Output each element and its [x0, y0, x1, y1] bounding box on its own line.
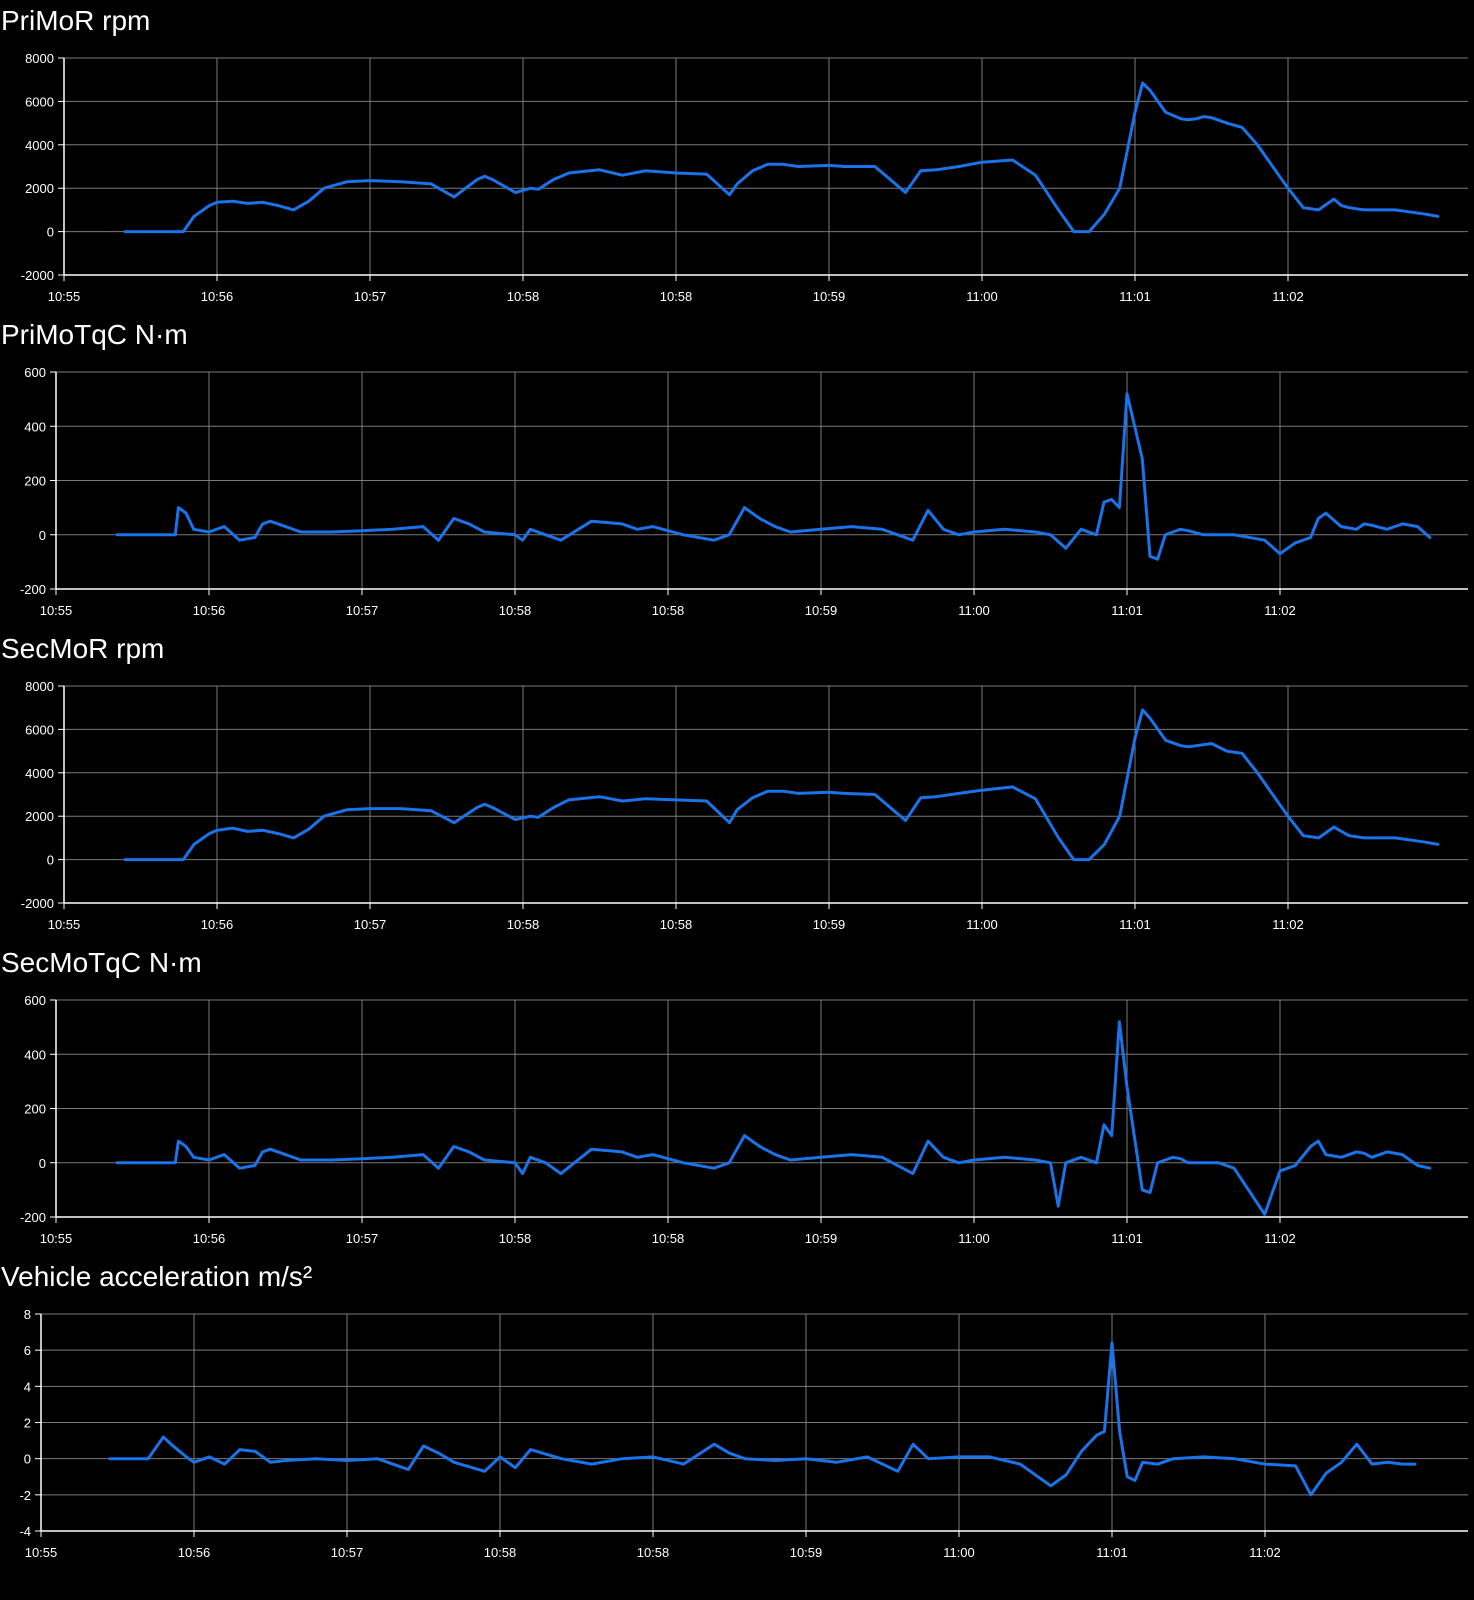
x-tick-label: 10:57 — [331, 1545, 364, 1560]
y-tick-label: 200 — [24, 474, 46, 489]
x-tick-label: 10:57 — [346, 603, 379, 618]
y-tick-label: 6000 — [25, 722, 54, 737]
x-tick-label: 11:00 — [958, 1231, 990, 1246]
x-tick-label: 11:00 — [966, 289, 998, 304]
y-tick-label: 6 — [24, 1343, 31, 1358]
x-tick-label: 10:59 — [813, 289, 846, 304]
x-tick-label: 11:02 — [1264, 1231, 1296, 1246]
x-tick-label: 10:58 — [660, 917, 693, 932]
x-tick-label: 11:00 — [943, 1545, 975, 1560]
x-tick-label: 10:58 — [652, 603, 685, 618]
chart-panel-4: Vehicle acceleration m/s² 8 6 4 2 0 -2 -4 10:55… — [0, 1256, 1474, 1576]
y-tick-label: 0 — [24, 1452, 31, 1467]
x-tick-label: 11:00 — [958, 603, 990, 618]
chart-plot: 8000 6000 4000 2000 0 -2000 10:55 10:56 10:57 10:… — [21, 679, 1468, 932]
y-tick-label: 8000 — [25, 679, 54, 694]
chart-title: Vehicle acceleration m/s² — [1, 1261, 313, 1292]
y-tick-label: -200 — [20, 582, 46, 597]
x-tick-label: 11:02 — [1249, 1545, 1281, 1560]
y-tick-label: 400 — [24, 1047, 46, 1062]
y-tick-label: 600 — [24, 993, 46, 1008]
y-tick-label: 4000 — [25, 138, 54, 153]
x-tick-label: 10:55 — [40, 1231, 73, 1246]
x-tick-label: 10:58 — [499, 603, 532, 618]
x-tick-label: 10:57 — [354, 917, 387, 932]
chart-plot: 600 400 200 0 -200 10:55 10:56 10:57 10:58 10:58 1… — [20, 365, 1468, 618]
chart-panel-1: PriMoTqC N·m 600 400 200 0 -200 10:55 10:56 10:… — [0, 314, 1474, 634]
chart-title: PriMoTqC N·m — [1, 319, 188, 350]
x-tick-label: 10:58 — [507, 917, 540, 932]
y-tick-label: 2000 — [25, 809, 54, 824]
x-tick-label: 11:00 — [966, 917, 998, 932]
x-tick-label: 10:55 — [25, 1545, 58, 1560]
x-tick-label: 10:56 — [178, 1545, 211, 1560]
x-tick-label: 10:58 — [660, 289, 693, 304]
y-tick-label: 8 — [24, 1307, 31, 1322]
y-tick-label: -200 — [20, 1210, 46, 1225]
x-tick-label: 10:58 — [507, 289, 540, 304]
chart-plot: 8000 6000 4000 2000 0 -2000 10:55 10:56 10:57 10:… — [21, 51, 1468, 304]
x-tick-label: 10:56 — [193, 603, 226, 618]
chart-title: SecMoR rpm — [1, 633, 165, 664]
x-tick-label: 11:02 — [1272, 289, 1304, 304]
x-tick-label: 11:01 — [1119, 917, 1151, 932]
y-tick-label: 2 — [24, 1416, 31, 1431]
y-tick-label: -2 — [19, 1488, 31, 1503]
chart-panel-0: PriMoR rpm 8000 6000 4000 2000 0 -2000 10:55 10… — [0, 0, 1474, 320]
y-tick-label: 0 — [47, 853, 54, 868]
x-tick-label: 10:59 — [790, 1545, 823, 1560]
y-tick-label: 0 — [39, 1156, 46, 1171]
x-tick-label: 10:58 — [637, 1545, 670, 1560]
x-tick-label: 10:57 — [346, 1231, 379, 1246]
series-line — [115, 392, 1432, 561]
series-line — [108, 1341, 1417, 1497]
chart-panel-2: SecMoR rpm 8000 6000 4000 2000 0 -2000 10:55 10… — [0, 628, 1474, 948]
x-tick-label: 10:55 — [40, 603, 73, 618]
y-tick-label: 600 — [24, 365, 46, 380]
x-tick-label: 10:58 — [484, 1545, 517, 1560]
y-tick-label: -2000 — [21, 896, 54, 911]
x-tick-label: 10:58 — [652, 1231, 685, 1246]
x-tick-label: 10:55 — [48, 917, 81, 932]
x-tick-label: 10:59 — [805, 1231, 838, 1246]
chart-panel-3: SecMoTqC N·m 600 400 200 0 -200 10:55 10:56 10:… — [0, 942, 1474, 1262]
x-tick-label: 11:02 — [1264, 603, 1296, 618]
x-tick-label: 10:55 — [48, 289, 81, 304]
x-tick-label: 10:56 — [193, 1231, 226, 1246]
chart-plot: 600 400 200 0 -200 10:55 10:56 10:57 10:58 10:58 1… — [20, 993, 1468, 1246]
series-line — [123, 81, 1440, 234]
y-tick-label: 8000 — [25, 51, 54, 66]
x-tick-label: 10:56 — [201, 289, 234, 304]
x-tick-label: 11:02 — [1272, 917, 1304, 932]
x-tick-label: 11:01 — [1119, 289, 1151, 304]
x-tick-label: 10:57 — [354, 289, 387, 304]
y-tick-label: 400 — [24, 419, 46, 434]
x-tick-label: 11:01 — [1111, 1231, 1143, 1246]
y-tick-label: 0 — [47, 225, 54, 240]
y-tick-label: -4 — [19, 1524, 31, 1539]
x-tick-label: 10:59 — [813, 917, 846, 932]
chart-title: SecMoTqC N·m — [1, 947, 202, 978]
y-tick-label: 6000 — [25, 94, 54, 109]
x-tick-label: 11:01 — [1111, 603, 1143, 618]
chart-plot: 8 6 4 2 0 -2 -4 10:55 10:56 10:57 10:58 10:58 10:59 1… — [19, 1307, 1468, 1560]
y-tick-label: 4 — [24, 1379, 31, 1394]
x-tick-label: 10:56 — [201, 917, 234, 932]
x-tick-label: 10:58 — [499, 1231, 532, 1246]
y-tick-label: 0 — [39, 528, 46, 543]
y-tick-label: 2000 — [25, 181, 54, 196]
y-tick-label: 200 — [24, 1102, 46, 1117]
x-tick-label: 11:01 — [1096, 1545, 1128, 1560]
y-tick-label: 4000 — [25, 766, 54, 781]
series-line — [115, 1020, 1432, 1216]
y-tick-label: -2000 — [21, 268, 54, 283]
chart-title: PriMoR rpm — [1, 5, 151, 36]
x-tick-label: 10:59 — [805, 603, 838, 618]
series-line — [123, 708, 1440, 862]
